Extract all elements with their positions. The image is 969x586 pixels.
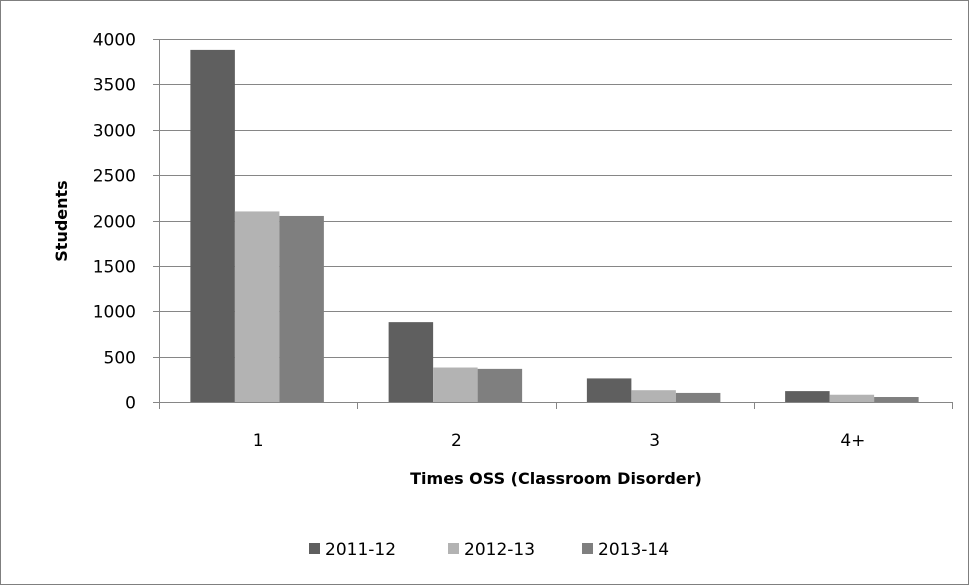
x-tick-label: 4+ — [840, 431, 865, 451]
bar-2013-14-1 — [279, 215, 324, 402]
bar-2013-14-4+ — [874, 397, 919, 402]
y-tick-label: 1500 — [93, 258, 136, 278]
bar-2012-13-2 — [433, 367, 478, 402]
bar-2013-14-2 — [477, 368, 523, 402]
y-axis-title: Students — [52, 180, 71, 261]
bar-2013-14-3 — [675, 392, 721, 402]
bar-2012-13-1 — [234, 211, 280, 402]
legend-swatch — [448, 543, 459, 554]
legend-label: 2013-14 — [598, 540, 669, 560]
legend-label: 2012-13 — [464, 540, 535, 560]
y-tick-labels: 0 500 1000 1500 2000 2500 3000 3500 4000 — [93, 31, 136, 414]
legend-swatch — [309, 543, 320, 554]
x-axis — [159, 402, 953, 409]
y-tick-label: 500 — [104, 349, 136, 369]
bar-2012-13-4+ — [829, 394, 875, 402]
bars — [190, 49, 919, 402]
y-tick-label: 2500 — [93, 167, 136, 187]
legend-label: 2011-12 — [325, 540, 396, 560]
x-tick-label: 3 — [649, 431, 660, 451]
y-tick-label: 4000 — [93, 31, 136, 51]
bar-2011-12-3 — [586, 378, 632, 402]
legend-swatch — [582, 543, 593, 554]
bar-2011-12-2 — [388, 322, 434, 402]
legend-item: 2013-14 — [582, 540, 669, 560]
x-tick-label: 1 — [253, 431, 264, 451]
legend-item: 2011-12 — [309, 540, 396, 560]
y-tick-label: 0 — [125, 394, 136, 414]
bar-2011-12-1 — [190, 49, 235, 402]
bar-2011-12-4+ — [785, 391, 830, 402]
x-tick-labels: 1 2 3 4+ — [253, 431, 866, 451]
y-tick-label: 1000 — [93, 303, 136, 323]
y-tick-label: 2000 — [93, 213, 136, 233]
legend: 2011-12 2012-13 2013-14 — [309, 540, 669, 560]
x-tick-label: 2 — [451, 431, 462, 451]
x-axis-title: Times OSS (Classroom Disorder) — [410, 469, 702, 488]
y-tick-label: 3500 — [93, 76, 136, 96]
legend-item: 2012-13 — [448, 540, 535, 560]
bar-2012-13-3 — [631, 390, 676, 402]
y-tick-label: 3000 — [93, 122, 136, 142]
